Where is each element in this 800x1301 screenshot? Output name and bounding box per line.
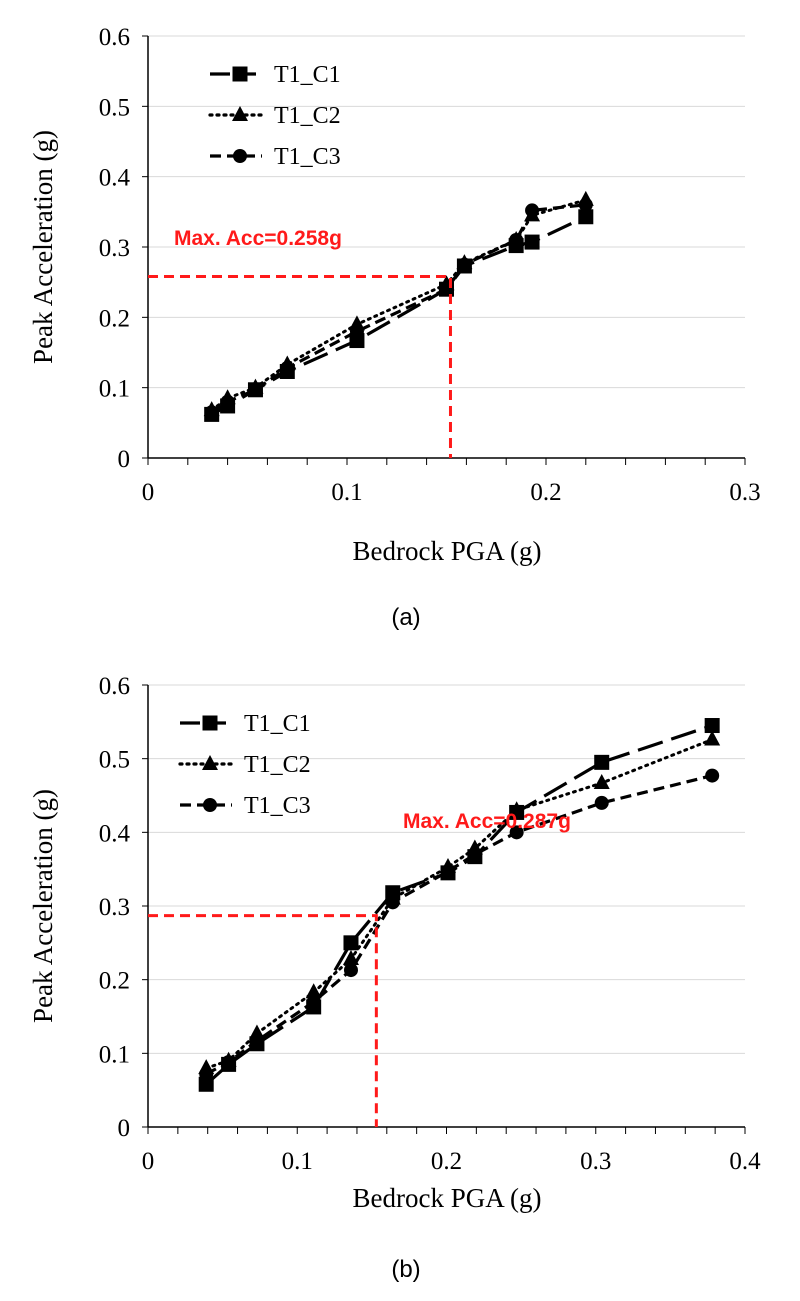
y-tick-label: 0.5 xyxy=(99,747,130,774)
series-line-T1_C3 xyxy=(210,203,586,414)
data-point-T1_C3 xyxy=(509,232,524,247)
y-axis-label: Peak Acceleration (g) xyxy=(28,130,58,364)
x-tick-label: 0.4 xyxy=(729,1148,761,1175)
y-tick-label: 0.6 xyxy=(99,24,130,51)
data-point-T1_C3 xyxy=(204,405,219,420)
chart-b-annotation: Max. Acc=0.287g xyxy=(148,810,571,1127)
data-point-T1_C3 xyxy=(199,1066,214,1081)
x-tick-label: 0.2 xyxy=(431,1148,462,1175)
panel-caption: (b) xyxy=(391,1256,420,1283)
chart-b-series xyxy=(198,718,721,1092)
data-point-T1_C3 xyxy=(578,197,593,212)
y-tick-label: 0.4 xyxy=(99,820,131,847)
series-line-T1_C2 xyxy=(210,198,588,412)
chart-a-legend: T1_C1 T1_C2 T1_C3 xyxy=(208,62,341,170)
series-line-T1_C2 xyxy=(204,738,714,1070)
series-line-T1_C1 xyxy=(210,215,587,416)
y-tick-label: 0.1 xyxy=(99,376,130,403)
y-tick-label: 0.3 xyxy=(99,235,130,262)
annotation-guide-line xyxy=(148,914,378,1127)
chart-a-axes xyxy=(142,35,746,465)
data-point-T1_C3 xyxy=(249,1033,264,1048)
legend-marker-T1_C1 xyxy=(232,66,248,82)
y-tick-label: 0 xyxy=(118,1115,131,1142)
legend-label: T1_C1 xyxy=(244,711,311,737)
y-axis-label: Peak Acceleration (g) xyxy=(28,789,58,1023)
x-tick-label: 0.1 xyxy=(331,479,362,506)
panel-caption: (a) xyxy=(391,604,420,631)
data-point-T1_C3 xyxy=(440,864,455,879)
chart-a-y-ticks: 0 0.1 0.2 0.3 0.4 0.5 0.6 xyxy=(99,24,131,473)
data-point-T1_C2 xyxy=(593,773,610,789)
data-point-T1_C3 xyxy=(467,847,482,862)
y-tick-label: 0.2 xyxy=(99,968,130,995)
x-axis-label: Bedrock PGA (g) xyxy=(353,1183,542,1213)
data-point-T1_C1 xyxy=(343,935,359,951)
annotation-label: Max. Acc=0.258g xyxy=(174,227,342,250)
legend-marker-T1_C1 xyxy=(202,715,218,731)
chart-a-series xyxy=(203,190,594,422)
data-point-T1_C3 xyxy=(221,1055,236,1070)
data-point-T1_C1 xyxy=(594,754,610,770)
x-tick-label: 0 xyxy=(142,479,155,506)
data-point-T1_C3 xyxy=(457,257,472,272)
legend-label: T1_C3 xyxy=(244,793,311,819)
data-point-T1_C3 xyxy=(248,382,263,397)
x-tick-label: 0.1 xyxy=(282,1148,313,1175)
data-point-T1_C3 xyxy=(280,360,295,375)
y-tick-label: 0.5 xyxy=(99,94,130,121)
legend-marker-T1_C2 xyxy=(232,106,248,121)
x-tick-label: 0.2 xyxy=(530,479,561,506)
legend-label: T1_C3 xyxy=(274,144,341,170)
data-point-T1_C1 xyxy=(578,209,594,225)
y-tick-label: 0.3 xyxy=(99,894,130,921)
x-tick-label: 0.3 xyxy=(580,1148,611,1175)
chart-a-x-ticks: 0 0.1 0.2 0.3 xyxy=(142,479,761,506)
data-point-T1_C3 xyxy=(306,994,321,1009)
x-tick-label: 0.3 xyxy=(729,479,760,506)
chart-b-x-ticks: 0 0.1 0.2 0.3 0.4 xyxy=(142,1148,761,1175)
legend-label: T1_C2 xyxy=(244,752,311,778)
chart-b-y-ticks: 0 0.1 0.2 0.3 0.4 0.5 0.6 xyxy=(99,673,131,1142)
data-point-T1_C1 xyxy=(198,1076,214,1092)
legend-label: T1_C2 xyxy=(274,103,341,129)
data-point-T1_C3 xyxy=(349,324,364,339)
data-point-T1_C3 xyxy=(343,963,358,978)
data-point-T1_C3 xyxy=(385,895,400,910)
series-line-T1_C1 xyxy=(205,723,713,1086)
data-point-T1_C3 xyxy=(525,203,540,218)
y-tick-label: 0.4 xyxy=(99,165,131,192)
chart-b-axes xyxy=(142,684,746,1134)
legend-marker-T1_C2 xyxy=(202,755,218,770)
y-tick-label: 0.2 xyxy=(99,305,130,332)
y-tick-label: 0.6 xyxy=(99,673,130,700)
data-point-T1_C1 xyxy=(704,718,720,734)
data-point-T1_C2 xyxy=(508,801,525,817)
legend-label: T1_C1 xyxy=(274,62,341,88)
data-point-T1_C2 xyxy=(704,730,721,746)
data-point-T1_C2 xyxy=(305,983,322,999)
data-point-T1_C3 xyxy=(705,768,720,783)
y-tick-label: 0.1 xyxy=(99,1041,130,1068)
chart-b-legend: T1_C1 T1_C2 T1_C3 xyxy=(178,711,311,819)
data-point-T1_C3 xyxy=(220,394,235,409)
y-tick-label: 0 xyxy=(118,446,131,473)
chart-a-annotation: Max. Acc=0.258g xyxy=(148,227,452,458)
x-tick-label: 0 xyxy=(142,1148,155,1175)
data-point-T1_C1 xyxy=(524,234,540,250)
data-point-T1_C3 xyxy=(594,795,609,810)
annotation-guide-line xyxy=(148,275,452,458)
data-point-T1_C3 xyxy=(509,825,524,840)
chart-a-gridlines xyxy=(148,35,745,389)
legend-marker-T1_C3 xyxy=(233,149,247,163)
x-axis-label: Bedrock PGA (g) xyxy=(353,536,542,566)
legend-marker-T1_C3 xyxy=(203,798,217,812)
chart-b: 0 0.1 0.2 0.3 0.4 0.5 0.6 0 0.1 0.2 0.3 0.4 Max. A… xyxy=(28,673,761,1283)
chart-a: 0 0.1 0.2 0.3 0.4 0.5 0.6 0 0.1 0.2 0.3 Max. Acc=… xyxy=(28,24,761,631)
chart-b-gridlines xyxy=(148,684,745,1054)
annotation-label: Max. Acc=0.287g xyxy=(403,810,571,833)
